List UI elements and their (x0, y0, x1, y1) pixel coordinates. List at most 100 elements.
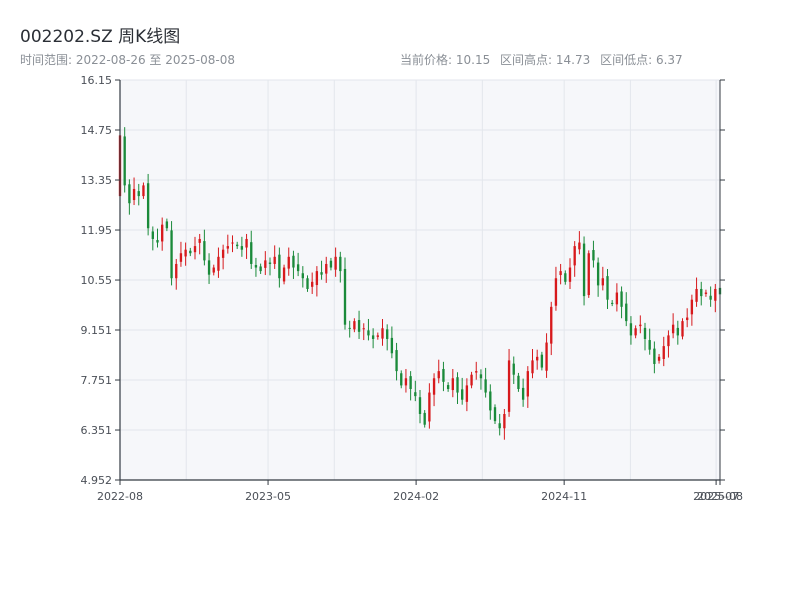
candle-body (296, 264, 300, 272)
candle-body (714, 288, 717, 301)
candle-body (540, 354, 544, 368)
candle-body (625, 303, 628, 322)
candle-body (175, 263, 178, 279)
candle-body (236, 244, 239, 247)
candle-body (596, 262, 600, 286)
candle-body (512, 363, 515, 375)
candle-body (357, 320, 361, 332)
x-tick-label: 2024-11 (541, 490, 587, 503)
x-tick-label: 2024-02 (393, 490, 439, 503)
axes: 4.952 6.351 7.751 9.151 10.55 11.95 13.35 14.75… (81, 74, 743, 503)
candle-body (484, 379, 487, 393)
candle-body (423, 412, 426, 425)
candle-body (404, 378, 408, 386)
candle-body (179, 253, 183, 262)
candle-body (184, 249, 187, 257)
candle-body (634, 328, 637, 336)
candle-body (329, 260, 333, 268)
candle-body (493, 407, 497, 422)
candle-body (531, 360, 534, 374)
candle-body (489, 391, 492, 411)
candle-body (498, 423, 501, 429)
candle-body (662, 346, 665, 359)
candle-body (564, 273, 567, 282)
candle-body (259, 266, 262, 272)
candle-body (250, 242, 253, 264)
candle-body (273, 256, 276, 264)
candle-body (517, 375, 520, 389)
candle-body (592, 250, 595, 261)
candle-body (536, 356, 539, 361)
candle-body (137, 191, 140, 197)
range-high: 区间高点: 14.73 (500, 53, 591, 67)
candle-body (409, 376, 412, 389)
candle-body (161, 224, 164, 242)
candle-body (606, 276, 609, 300)
candle-body (400, 373, 403, 386)
candle-body (132, 188, 136, 201)
candle-body (292, 255, 295, 268)
chart-title: 002202.SZ 周K线图 (20, 27, 181, 47)
candle-body (414, 392, 417, 397)
candle-body (653, 348, 656, 364)
candle-body (601, 278, 604, 286)
candle-body (325, 263, 328, 274)
y-tick-label: 7.751 (81, 374, 113, 387)
candle-body (212, 267, 215, 273)
candle-body (709, 295, 712, 300)
x-tick-label: 2023-05 (245, 490, 291, 503)
candle-body (573, 246, 576, 266)
candle-body (334, 256, 337, 270)
candle-body (475, 371, 478, 373)
time-range: 时间范围: 2022-08-26 至 2025-08-08 (20, 53, 235, 67)
y-tick-label: 14.75 (81, 124, 113, 137)
candle-body (170, 230, 173, 279)
candle-body (371, 335, 375, 339)
candle-body (568, 267, 572, 282)
x-tick-label: 2025-07 (693, 490, 739, 503)
candle-body (704, 292, 708, 294)
y-tick-label: 16.15 (81, 74, 113, 87)
candle-body (446, 385, 450, 389)
candle-body (315, 271, 319, 286)
candle-body (362, 328, 365, 330)
y-tick-label: 6.351 (81, 424, 113, 437)
candle-body (264, 260, 267, 268)
candle-body (376, 335, 379, 337)
candle-body (700, 288, 703, 297)
candle-body (268, 262, 272, 264)
candle-body (226, 246, 229, 249)
candle-body (479, 374, 483, 379)
candle-body (657, 356, 661, 361)
candle-body (381, 328, 384, 339)
candle-body (165, 221, 169, 229)
candle-body (461, 389, 464, 400)
candle-body (128, 184, 131, 204)
candle-body (231, 242, 234, 244)
candle-body (311, 281, 314, 287)
candle-body (390, 337, 394, 354)
candle-body (643, 327, 647, 339)
candle-body (395, 350, 398, 372)
candle-body (437, 371, 440, 379)
candle-body (503, 413, 506, 429)
candle-body (418, 397, 422, 414)
candle-body (676, 327, 679, 336)
y-tick-label: 4.952 (81, 474, 113, 487)
y-tick-label: 9.151 (81, 324, 113, 337)
candle-body (198, 238, 201, 243)
range-low: 区间低点: 6.37 (600, 53, 683, 67)
candles (118, 127, 722, 440)
candle-body (306, 278, 309, 289)
candle-body (339, 256, 342, 272)
candle-body (367, 330, 370, 336)
candle-body (353, 321, 356, 330)
x-tick-label: 2025-08 (697, 490, 743, 503)
candle-body (217, 256, 220, 271)
candle-body (287, 256, 290, 269)
price-stats: 当前价格: 10.15 区间高点: 14.73 区间低点: 6.37 (400, 51, 689, 68)
candle-body (123, 136, 126, 186)
candle-body (611, 302, 614, 304)
y-tick-label: 13.35 (81, 174, 113, 187)
candle-body (681, 321, 684, 337)
